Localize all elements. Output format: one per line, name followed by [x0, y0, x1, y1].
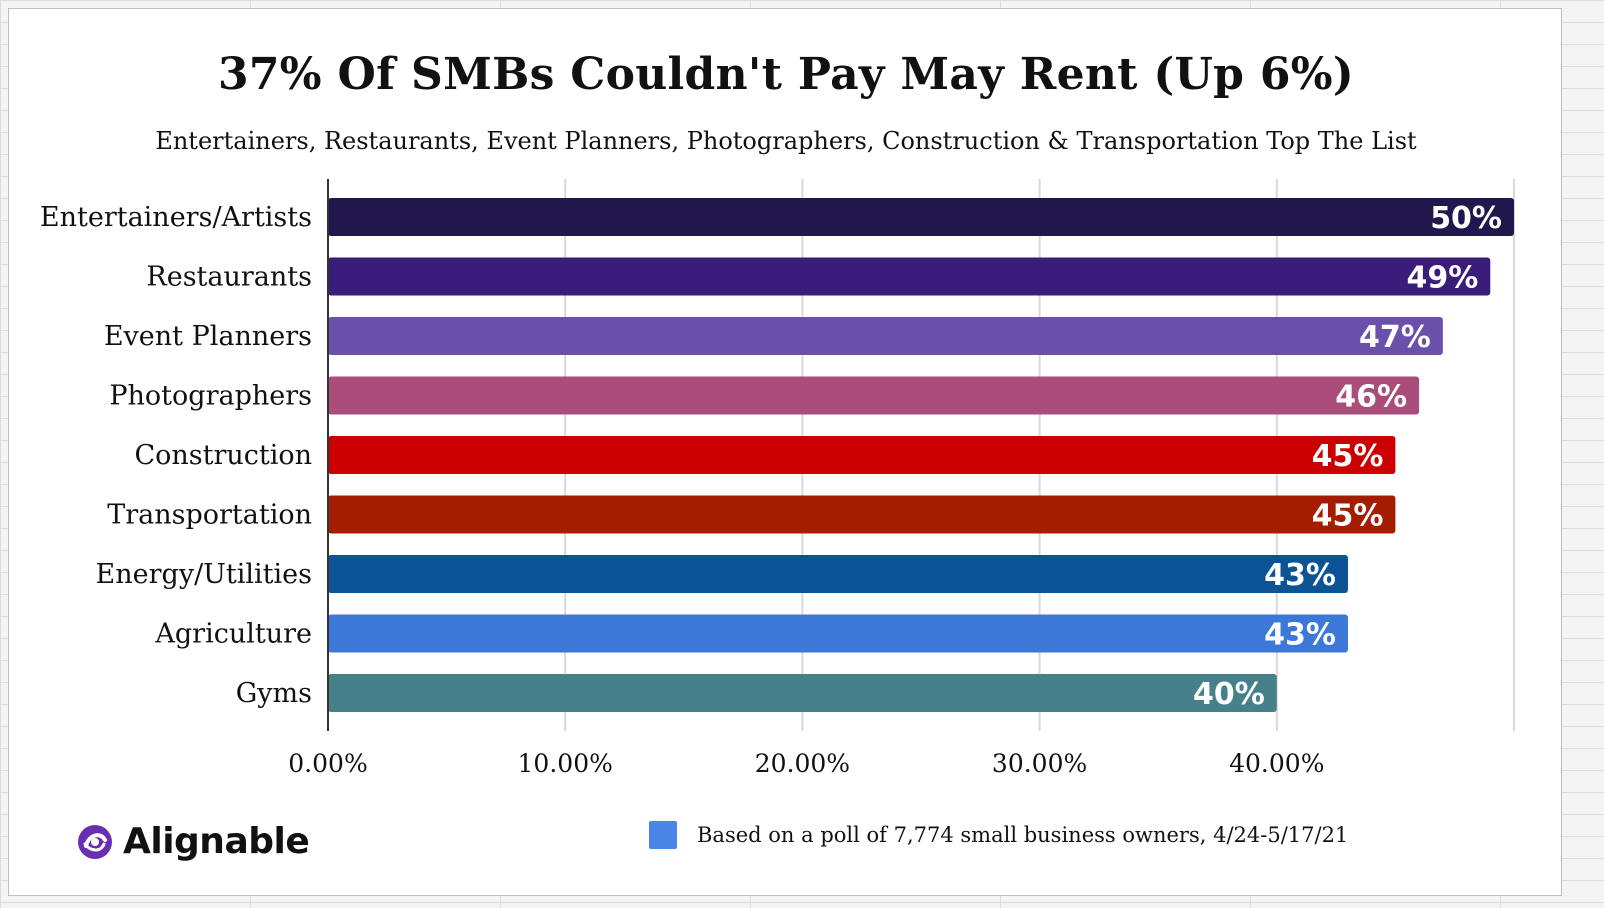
category-label: Gyms — [236, 678, 312, 709]
bar-value-label: 45% — [1312, 499, 1384, 534]
legend-swatch — [649, 821, 677, 849]
logo-text: Alignable — [123, 821, 310, 862]
x-tick-label: 30.00% — [992, 749, 1087, 778]
chart-card: 37% Of SMBs Couldn't Pay May Rent (Up 6%… — [8, 8, 1562, 896]
category-label: Restaurants — [146, 262, 312, 293]
category-label: Energy/Utilities — [96, 559, 312, 590]
bar — [328, 376, 1420, 415]
bar-value-label: 47% — [1359, 320, 1431, 355]
bar-chart: 50% Entertainers/Artists 49% Restaurants 47%… — [40, 179, 1515, 778]
bar — [328, 555, 1348, 593]
category-label: Agriculture — [154, 619, 312, 650]
legend-label: Based on a poll of 7,774 small business … — [697, 823, 1349, 847]
bar-value-label: 40% — [1193, 677, 1265, 712]
bar-value-label: 49% — [1406, 261, 1478, 296]
x-tick-label: 40.00% — [1229, 749, 1324, 778]
category-label: Event Planners — [104, 321, 312, 352]
bar — [328, 198, 1514, 236]
category-label: Construction — [134, 440, 312, 471]
bar-value-label: 50% — [1430, 201, 1502, 236]
alignable-logo-icon — [78, 824, 112, 859]
category-label: Entertainers/Artists — [40, 202, 312, 233]
bar-value-label: 46% — [1335, 380, 1407, 415]
chart-title: 37% Of SMBs Couldn't Pay May Rent (Up 6%… — [217, 49, 1355, 100]
bar — [328, 436, 1396, 474]
category-label: Transportation — [107, 500, 312, 531]
bar — [328, 257, 1491, 296]
chart-legend: Based on a poll of 7,774 small business … — [649, 821, 1348, 849]
category-label: Photographers — [109, 381, 312, 412]
bar-value-label: 45% — [1312, 439, 1384, 474]
x-tick-label: 0.00% — [288, 749, 367, 778]
bar — [328, 674, 1277, 712]
bar-value-label: 43% — [1264, 558, 1336, 593]
x-tick-label: 20.00% — [755, 749, 850, 778]
bar — [328, 317, 1443, 355]
chart-subtitle: Entertainers, Restaurants, Event Planner… — [155, 127, 1417, 155]
bar — [328, 495, 1396, 534]
bar-value-label: 43% — [1264, 618, 1336, 653]
alignable-logo: Alignable — [75, 821, 310, 862]
x-tick-label: 10.00% — [518, 749, 613, 778]
bar — [328, 614, 1348, 653]
